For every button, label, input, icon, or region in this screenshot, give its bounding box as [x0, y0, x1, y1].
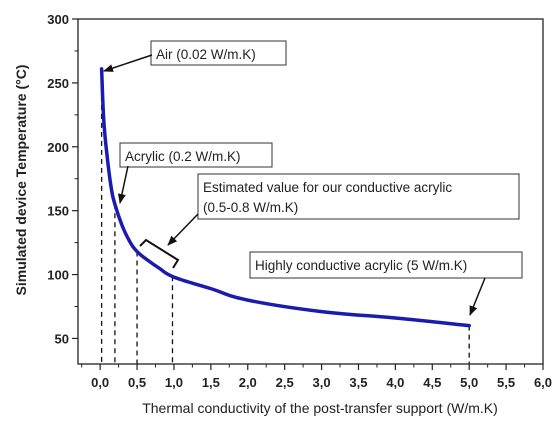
x-tick-label: 2,0: [239, 375, 257, 390]
x-tick-label: 3,0: [313, 375, 331, 390]
x-tick-label: 0,5: [128, 375, 146, 390]
annotation-box: [150, 40, 287, 66]
annotation-arrow: [117, 165, 129, 204]
annotation-label: Highly conductive acrylic (5 W/m.K): [255, 258, 467, 273]
annotation-label: Acrylic (0.2 W/m.K): [125, 149, 241, 164]
x-tick-label: 1,5: [202, 375, 220, 390]
x-tick-label: 6,0: [534, 375, 552, 390]
range-bracket: [139, 238, 180, 269]
ticks: 0,0 0,5 1,0 1,5 2,0 2,5 3,0 3,5 4,0 4,5 5,0 5,5 6,0 5…: [47, 12, 552, 390]
y-tick-label: 200: [47, 140, 69, 155]
x-tick-label: 3,5: [349, 375, 367, 390]
y-tick-label: 50: [55, 331, 69, 346]
annotation-box: [197, 173, 520, 220]
x-tick-label: 1,0: [165, 375, 183, 390]
x-tick-label: 5,0: [460, 375, 478, 390]
y-tick-label: 250: [47, 76, 69, 91]
y-tick-label: 100: [47, 268, 69, 283]
annotation-arrow: [167, 213, 199, 246]
y-axis-title: Simulated device Temperature (°C): [13, 65, 29, 296]
x-tick-label: 4,0: [386, 375, 404, 390]
x-tick-label: 5,5: [497, 375, 515, 390]
x-axis-title: Thermal conductivity of the post-transfe…: [142, 400, 498, 416]
annotation-label: Air (0.02 W/m.K): [156, 47, 256, 62]
y-tick-label: 300: [47, 12, 69, 27]
annotation-box: [249, 251, 523, 279]
annotation-arrow: [103, 54, 153, 72]
plot-frame: [77, 18, 544, 365]
x-tick-label: 0,0: [91, 375, 109, 390]
y-tick-label: 150: [47, 204, 69, 219]
series-line: [99, 67, 471, 328]
annotation-label: Estimated value for our conductive acryl…: [203, 180, 452, 195]
x-tick-label: 2,5: [276, 375, 294, 390]
annotation-arrow: [469, 277, 486, 316]
axes: [77, 18, 544, 365]
x-tick-label: 4,5: [423, 375, 441, 390]
drop-lines: [100, 68, 470, 364]
annotations: Air (0.02 W/m.K) Acrylic (0.2 W/m.K) Estim…: [103, 40, 523, 316]
annotation-label: (0.5-0.8 W/m.K): [203, 200, 298, 215]
annotation-box: [119, 142, 273, 168]
